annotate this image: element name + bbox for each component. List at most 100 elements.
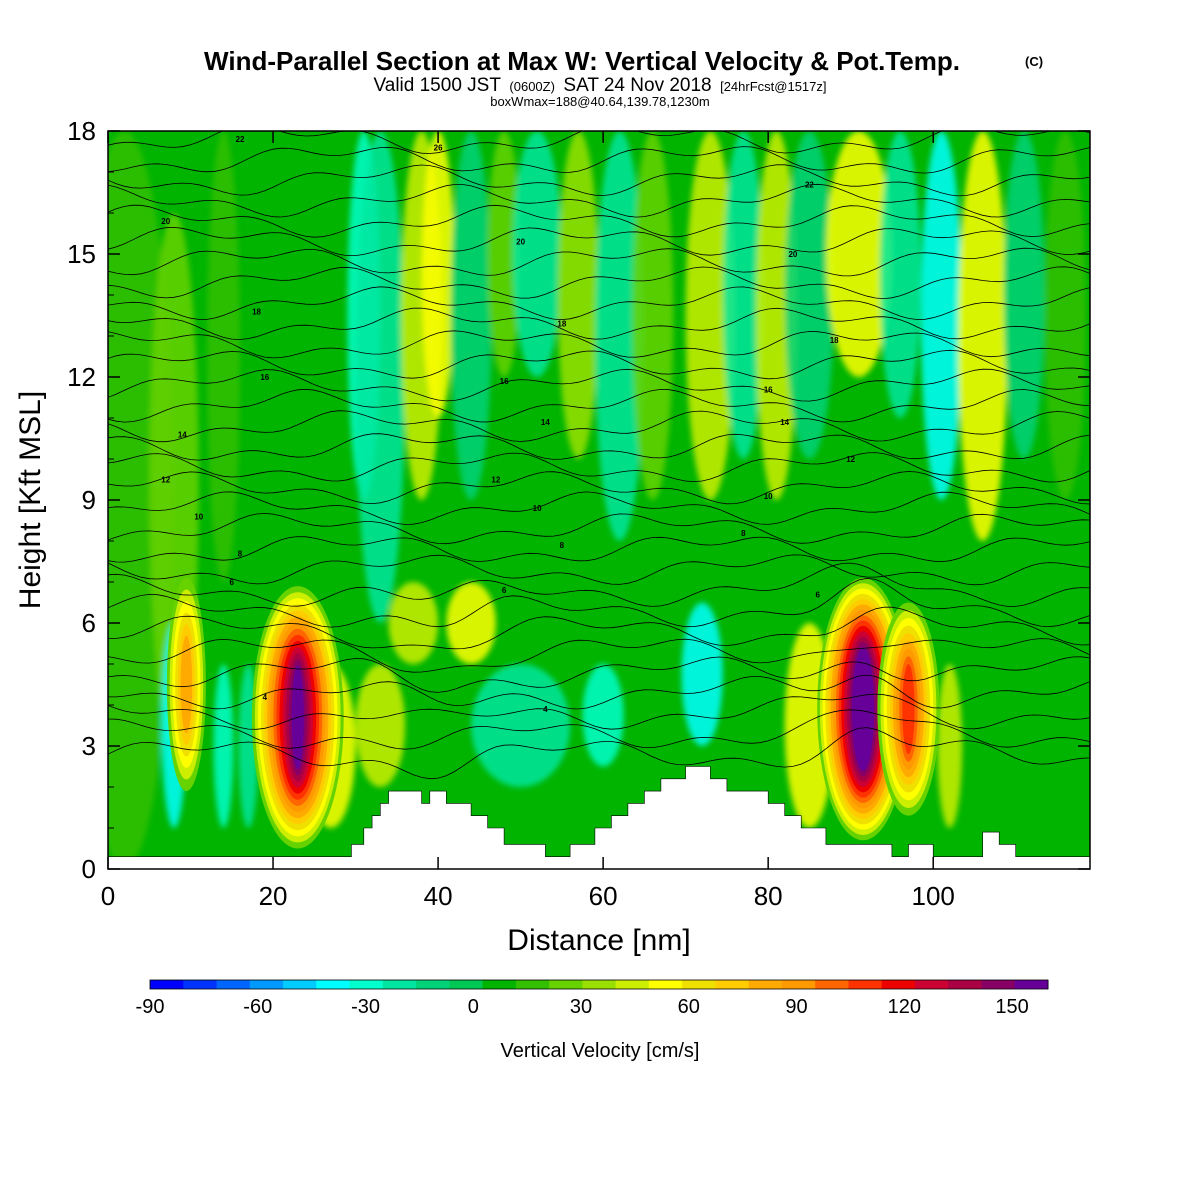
isentrope-label: 8 bbox=[238, 549, 243, 558]
updraft-core-4 bbox=[877, 602, 940, 816]
y-tick-label: 18 bbox=[67, 116, 96, 146]
isentrope-line bbox=[108, 226, 1090, 256]
isentrope-label: 16 bbox=[500, 377, 509, 386]
colorbar-swatch bbox=[316, 980, 351, 989]
box-wmax-annotation: boxWmax=188@40.64,139.78,1230m bbox=[490, 94, 710, 109]
isentrope-label: 14 bbox=[178, 430, 187, 439]
isentrope-label: 8 bbox=[741, 529, 746, 538]
isentrope-line bbox=[108, 349, 1090, 380]
isentrope-label: 10 bbox=[533, 504, 542, 513]
x-tick-label: 20 bbox=[259, 881, 288, 911]
plot-area: 22 26 22 20 20 20 18 18 18 16 16 16 14 14 14 12 12 12 10 10… bbox=[108, 131, 1090, 869]
colorbar-swatch bbox=[981, 980, 1016, 989]
isentrope-line bbox=[108, 146, 1090, 174]
isentrope-label: 16 bbox=[764, 385, 773, 394]
isentrope-line bbox=[108, 183, 1090, 218]
x-tick-label: 40 bbox=[424, 881, 453, 911]
valid-date: SAT 24 Nov 2018 bbox=[563, 75, 711, 96]
isentrope-line bbox=[108, 656, 1090, 693]
x-axis: 0 20 40 60 80 100 bbox=[101, 131, 955, 911]
isentrope-label: 6 bbox=[502, 586, 507, 595]
updraft-core-1 bbox=[166, 577, 206, 792]
isentrope-line bbox=[108, 709, 1090, 750]
isentrope-line bbox=[108, 266, 1090, 300]
isentrope-label: 8 bbox=[560, 541, 565, 550]
isentrope-label: 22 bbox=[236, 135, 245, 144]
isentrope-label: 16 bbox=[260, 373, 269, 382]
isentrope-line bbox=[108, 131, 1090, 154]
isentrope-label: 4 bbox=[543, 705, 548, 714]
isentrope-label: 12 bbox=[161, 476, 170, 485]
colorbar-swatch bbox=[881, 980, 916, 989]
terrain bbox=[108, 766, 1090, 869]
colorbar-swatch bbox=[249, 980, 284, 989]
isentrope-line bbox=[108, 577, 1090, 628]
isentrope-label: 10 bbox=[764, 492, 773, 501]
y-tick-label: 0 bbox=[82, 854, 96, 884]
colorbar-tick-label: -90 bbox=[136, 996, 165, 1018]
valid-time-prefix: Valid 1500 JST bbox=[374, 75, 502, 96]
isentrope-line bbox=[108, 368, 1090, 402]
isentrope-label: 14 bbox=[780, 418, 789, 427]
terrain-profile bbox=[108, 766, 1090, 869]
x-tick-label: 0 bbox=[101, 881, 115, 911]
isentrope-labels: 22 26 22 20 20 20 18 18 18 16 16 16 14 14 14 12 12 12 10 10… bbox=[161, 135, 855, 714]
colorbar-swatch bbox=[549, 980, 583, 989]
y-axis: 0 3 6 9 12 15 18 bbox=[67, 116, 1090, 884]
y-axis-label: Height [Kft MSL] bbox=[14, 391, 47, 609]
colorbar-tick-label: 120 bbox=[888, 996, 921, 1018]
chart-title: Wind-Parallel Section at Max W: Vertical… bbox=[204, 46, 960, 76]
copyright-mark: (C) bbox=[1025, 54, 1043, 69]
colorbar-swatch bbox=[1014, 980, 1049, 989]
colorbar-swatch bbox=[382, 980, 417, 989]
isentrope-line bbox=[108, 388, 1090, 423]
isentrope-line bbox=[108, 562, 1090, 607]
colorbar-swatch bbox=[449, 980, 484, 989]
isentrope-label: 26 bbox=[434, 143, 443, 152]
isentrope-label: 18 bbox=[252, 307, 261, 316]
isentrope-line bbox=[108, 491, 1090, 525]
isentrope-line bbox=[108, 452, 1090, 483]
colorbar-swatch bbox=[682, 980, 716, 989]
colorbar-swatch bbox=[615, 980, 650, 989]
isentrope-label: 12 bbox=[846, 455, 855, 464]
colorbar-swatch bbox=[482, 980, 517, 989]
isentrope-line bbox=[108, 512, 1090, 545]
vertical-velocity-field bbox=[108, 131, 1086, 869]
isentrope-label: 12 bbox=[491, 476, 500, 485]
y-tick-label: 6 bbox=[82, 608, 96, 638]
isentrope-line bbox=[108, 204, 1090, 238]
isentrope-label: 14 bbox=[541, 418, 550, 427]
colorbar-swatch bbox=[216, 980, 251, 989]
updraft-core-2 bbox=[251, 586, 344, 849]
isentrope-line bbox=[108, 330, 1090, 359]
isentrope-line bbox=[108, 247, 1090, 277]
forecast-info: [24hrFcst@1517z] bbox=[720, 79, 826, 94]
isentrope-line bbox=[108, 693, 1090, 730]
updraft-cores bbox=[166, 577, 940, 849]
colorbar-swatch bbox=[150, 980, 184, 989]
y-tick-label: 9 bbox=[82, 485, 96, 515]
colorbar-swatch bbox=[416, 980, 450, 989]
colorbar-swatch bbox=[515, 980, 550, 989]
isentrope-line bbox=[108, 638, 1090, 673]
isentrope-label: 22 bbox=[805, 180, 814, 189]
isentrope-line bbox=[108, 433, 1090, 461]
colorbar-swatch bbox=[748, 980, 783, 989]
isentrope-label: 18 bbox=[830, 336, 839, 345]
isentrope-line bbox=[108, 410, 1090, 443]
isentrope-line bbox=[108, 606, 1090, 650]
y-tick-label: 12 bbox=[67, 362, 96, 392]
colorbar-frame bbox=[149, 979, 1049, 990]
isentrope-line bbox=[108, 554, 1090, 586]
potential-temperature-contours bbox=[108, 131, 1090, 780]
colorbar-swatch bbox=[715, 980, 750, 989]
colorbar-swatch bbox=[815, 980, 849, 989]
colorbar-swatch bbox=[582, 980, 617, 989]
colorbar-swatch bbox=[283, 980, 317, 989]
y-tick-label: 3 bbox=[82, 731, 96, 761]
isentrope-label: 20 bbox=[161, 217, 170, 226]
colorbar: -90 -60 -30 0 30 60 90 120 150 bbox=[136, 979, 1049, 1018]
colorbar-tick-label: 0 bbox=[468, 996, 479, 1018]
